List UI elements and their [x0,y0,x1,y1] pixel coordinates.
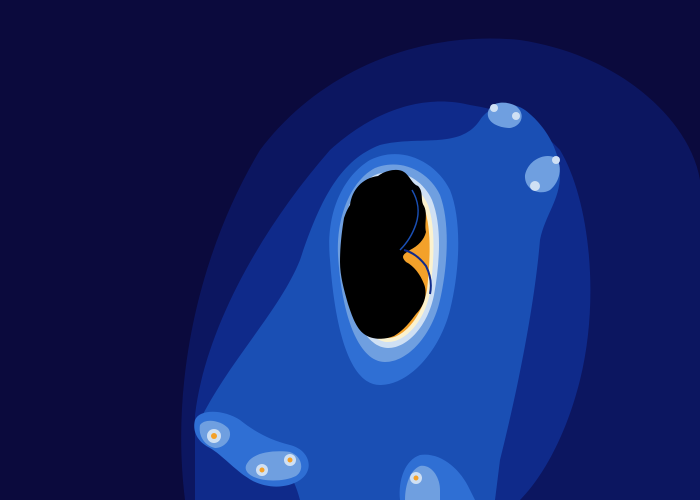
mandelbrot-set-body [340,169,426,339]
satellite-a-glow-2 [512,112,520,120]
filament-edge [403,249,432,295]
satellite-b-glow-1 [552,156,560,164]
lower-left-core [211,433,217,439]
satellite-a-glow-1 [490,104,498,112]
satellite-b-glow-2 [530,181,540,191]
lower-mid-core-a [259,467,265,473]
bottom-right-core [413,475,419,481]
lower-mid-core-b [287,457,293,463]
filament-edge-2 [399,189,419,251]
